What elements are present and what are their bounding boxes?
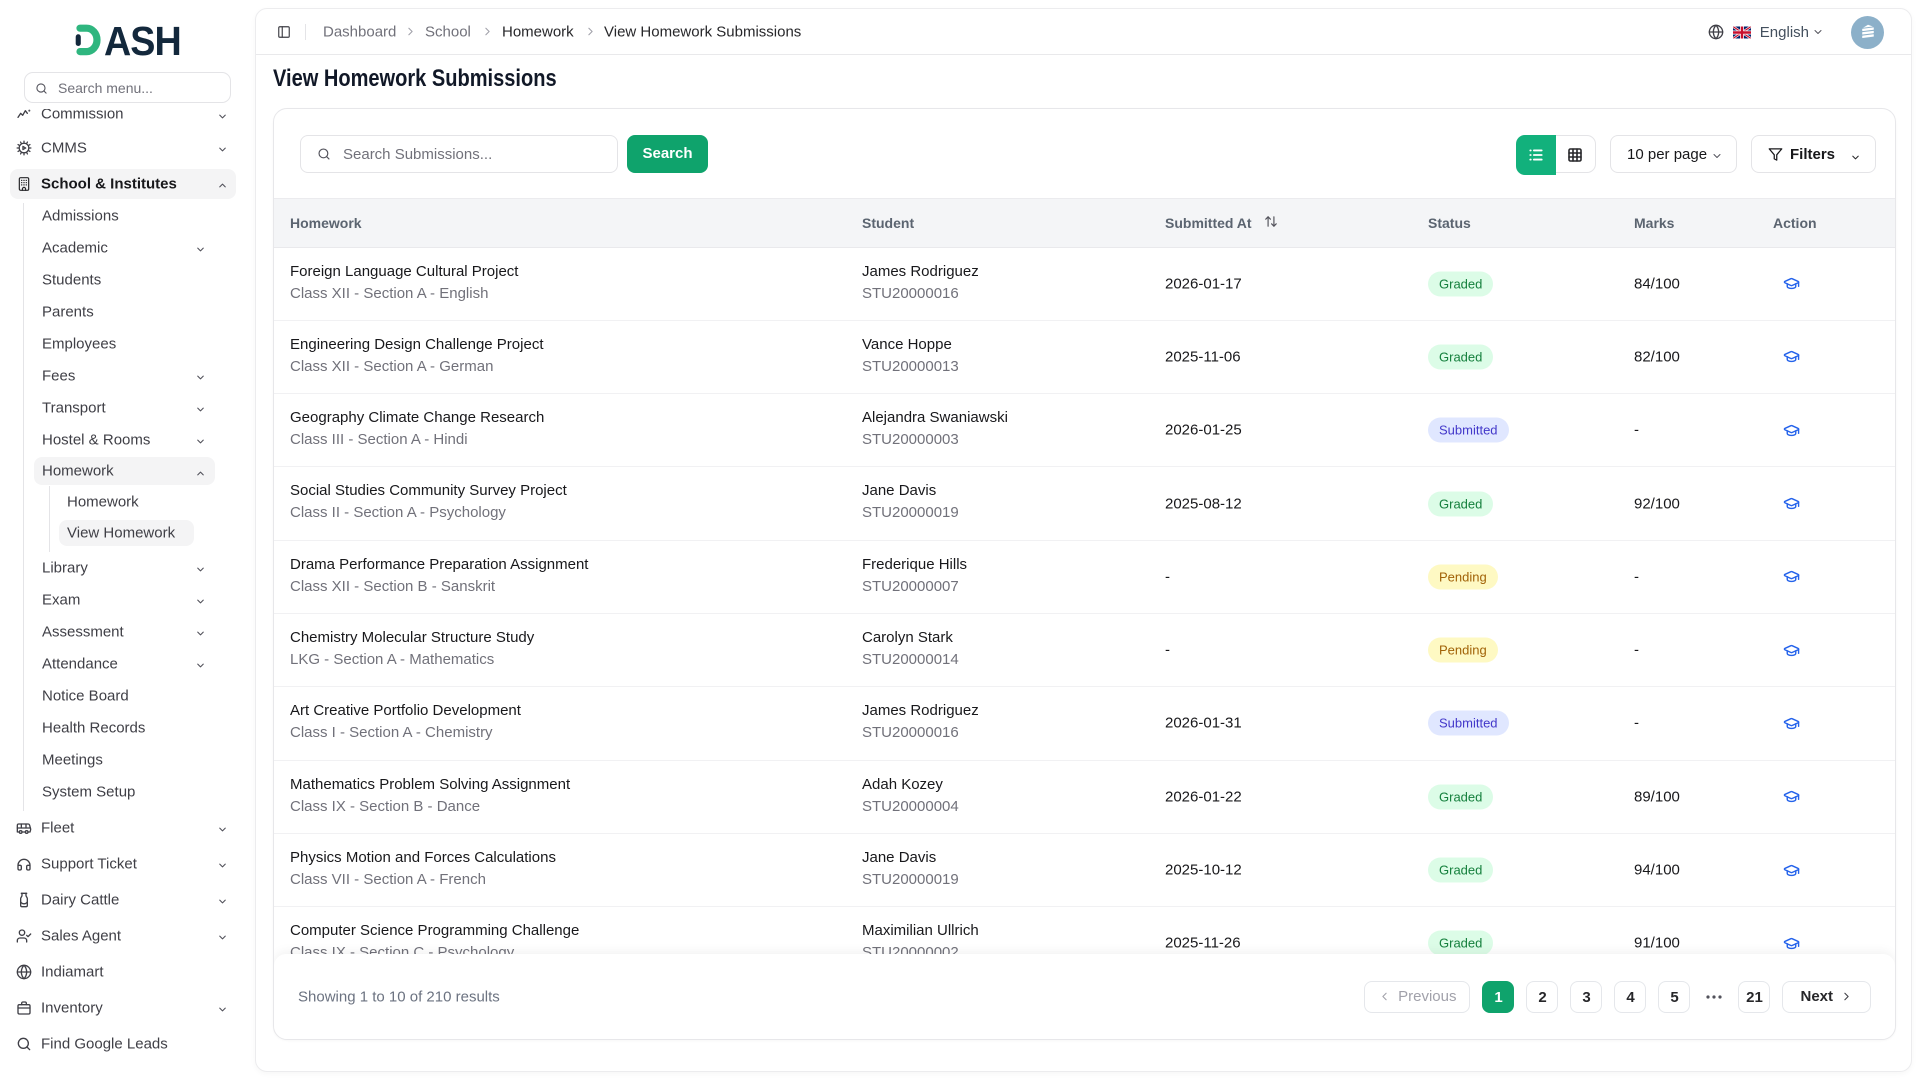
svg-text:ASH: ASH — [104, 24, 181, 56]
